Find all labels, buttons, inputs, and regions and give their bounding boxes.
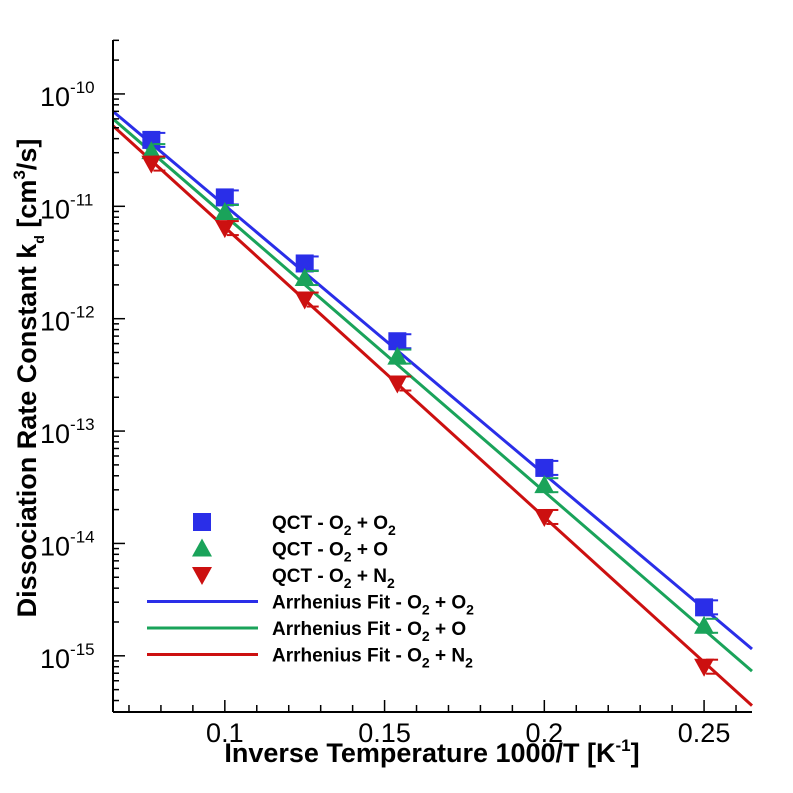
data-point-2 — [694, 615, 715, 634]
y-axis-title: Dissociation Rate Constant kd [cm3/s] — [10, 139, 47, 618]
legend-label-6: Arrhenius Fit - O2 + N2 — [272, 646, 473, 671]
data-point-2 — [294, 268, 315, 287]
data-point-1 — [215, 188, 234, 207]
legend-label-3: QCT - O2 + N2 — [272, 566, 395, 591]
x-tick-label: 0.1 — [206, 718, 244, 748]
data-point-1 — [535, 458, 554, 477]
x-tick-label: 0.25 — [678, 718, 731, 748]
data-point-3 — [294, 291, 315, 310]
data-point-2 — [387, 346, 408, 365]
data-point-3 — [141, 155, 162, 174]
data-point-3 — [387, 375, 408, 394]
legend-marker-1 — [193, 513, 211, 531]
data-point-3 — [214, 220, 235, 239]
y-tick-label: 10-15 — [40, 640, 95, 674]
legend-label-1: QCT - O2 + O2 — [272, 513, 396, 538]
x-tick-label: 0.2 — [526, 718, 564, 748]
y-tick-label: 10-14 — [40, 527, 95, 561]
legend-label-2: QCT - O2 + O — [272, 540, 388, 565]
axes: 0.1 0.15 0.2 0.25 10-10 10-11 10-12 10-13 10-14 1… — [40, 39, 752, 748]
data-markers — [141, 130, 719, 677]
data-point-2 — [534, 475, 555, 494]
y-tick-label: 10-10 — [40, 78, 95, 112]
fit-line-2 — [112, 117, 753, 673]
data-point-3 — [694, 658, 715, 677]
legend-label-5: Arrhenius Fit - O2 + O — [272, 619, 466, 644]
data-point-2 — [141, 141, 162, 160]
x-axis-title: Inverse Temperature 1000/T [K-1] — [224, 736, 639, 768]
y-tick-label: 10-12 — [40, 303, 95, 337]
legend-marker-3 — [192, 567, 212, 585]
data-point-1 — [695, 598, 714, 617]
data-point-3 — [534, 508, 555, 527]
legend-label-4: Arrhenius Fit - O2 + O2 — [272, 593, 474, 618]
y-tick-label: 10-13 — [40, 415, 95, 449]
data-point-1 — [295, 254, 314, 273]
y-tick-label: 10-11 — [40, 190, 93, 224]
legend-marker-2 — [192, 538, 212, 557]
x-tick-label: 0.15 — [358, 718, 411, 748]
data-point-2 — [214, 202, 235, 221]
fit-lines — [111, 110, 754, 707]
data-point-1 — [388, 332, 407, 351]
